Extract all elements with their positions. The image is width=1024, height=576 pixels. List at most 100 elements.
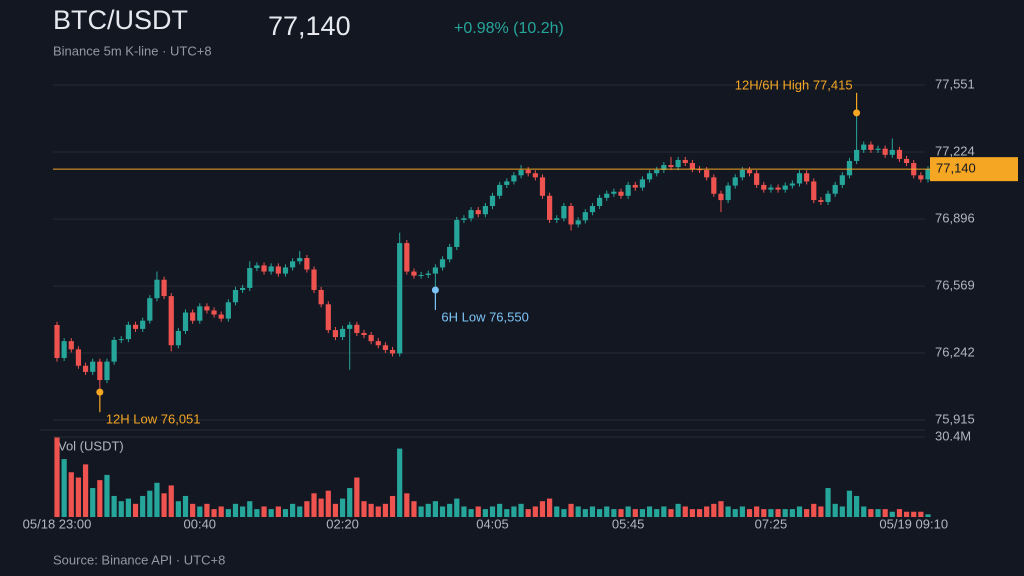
candle-body: [925, 169, 931, 180]
volume-bar: [275, 506, 281, 517]
volume-bar: [575, 506, 581, 517]
candle-body: [218, 314, 224, 319]
volume-bar: [582, 509, 588, 517]
volume-bar: [675, 503, 681, 517]
candle-body: [75, 349, 82, 366]
candle-body: [461, 218, 467, 220]
volume-bar: [654, 509, 660, 517]
volume-bar: [197, 506, 203, 517]
volume-bar: [682, 506, 688, 517]
candle-body: [775, 187, 781, 190]
candle-body: [832, 184, 838, 194]
candle-body: [554, 218, 560, 220]
volume-bar: [147, 490, 153, 517]
candle-body: [539, 177, 546, 196]
candle-body: [489, 195, 496, 207]
volume-bar: [589, 506, 596, 517]
candle-body: [61, 341, 67, 358]
candle-body: [646, 173, 653, 180]
candle-body: [418, 275, 424, 277]
volume-bar: [832, 503, 838, 517]
annotation-label: 12H/6H High 77,415: [735, 77, 853, 92]
candle-body: [297, 258, 303, 262]
candle-body: [704, 169, 710, 178]
volume-bar: [204, 503, 210, 517]
candle-body: [754, 173, 760, 185]
candle-body: [668, 165, 674, 168]
volume-bar: [518, 503, 524, 517]
candle-body: [347, 324, 353, 329]
volume-bar: [761, 509, 767, 517]
volume-bar: [718, 501, 724, 517]
volume-bar: [689, 509, 696, 517]
volume-bar: [118, 501, 124, 517]
x-tick-label: 05/18 23:00: [23, 516, 92, 531]
y-tick-label: 75,915: [935, 411, 975, 426]
candle-body: [582, 212, 588, 221]
volume-bar: [804, 509, 810, 517]
candle-body: [725, 185, 731, 201]
candle-body: [611, 191, 617, 194]
candle-body: [161, 279, 167, 297]
volume-bar: [547, 498, 553, 517]
candle-body: [839, 175, 845, 185]
volume-bar: [854, 495, 860, 517]
volume-bar: [604, 506, 610, 517]
candle-body: [889, 149, 895, 155]
candle-body: [861, 144, 867, 150]
candle-body: [132, 324, 139, 329]
candle-body: [147, 298, 153, 321]
candle-body: [104, 361, 110, 381]
candle-body: [190, 312, 196, 321]
candle-body: [896, 149, 903, 159]
volume-bar: [468, 509, 474, 517]
volume-bar: [425, 503, 431, 517]
volume-bar: [282, 509, 289, 517]
candle-body: [568, 206, 574, 225]
candle-body: [468, 210, 474, 219]
candle-body: [368, 335, 374, 342]
volume-bar: [568, 503, 574, 517]
chart-title: BTC/USDT: [53, 5, 188, 35]
candle-body: [596, 197, 603, 207]
candle-body: [732, 177, 738, 186]
candle-body: [575, 220, 581, 225]
candle-body: [425, 273, 431, 276]
volume-bar: [625, 506, 631, 517]
candle-body: [404, 243, 410, 272]
volume-bar: [725, 506, 731, 517]
candle-body: [211, 310, 217, 315]
volume-bar: [211, 509, 217, 517]
volume-bar: [382, 503, 389, 517]
candle-body: [240, 287, 246, 290]
candle-body: [375, 341, 381, 346]
candle-body: [561, 206, 567, 219]
volume-bar: [839, 506, 845, 517]
volume-bar: [539, 501, 546, 517]
candle-body: [718, 193, 724, 201]
current-price: 77,140: [268, 11, 351, 41]
volume-bar: [889, 511, 895, 517]
candle-body: [154, 279, 160, 299]
candle-body: [447, 246, 453, 260]
volume-bar: [104, 474, 110, 517]
x-tick-label: 05/19 09:10: [879, 516, 948, 531]
annotation-label: 12H Low 76,051: [106, 412, 201, 427]
annotation-marker: [96, 388, 104, 396]
y-tick-label: 76,896: [935, 211, 975, 226]
candle-body: [439, 259, 446, 268]
volume-bar: [711, 503, 717, 517]
volume-bar: [397, 448, 403, 517]
candle-body: [661, 165, 667, 170]
candle-body: [825, 193, 831, 202]
candle-body: [689, 163, 696, 170]
volume-title: Vol (USDT): [58, 438, 124, 453]
volume-bar: [846, 490, 853, 517]
y-tick-label: 77,551: [935, 76, 975, 91]
volume-bar: [504, 509, 510, 517]
volume-bar: [232, 503, 239, 517]
volume-bar: [368, 503, 374, 517]
volume-bar: [554, 506, 560, 517]
